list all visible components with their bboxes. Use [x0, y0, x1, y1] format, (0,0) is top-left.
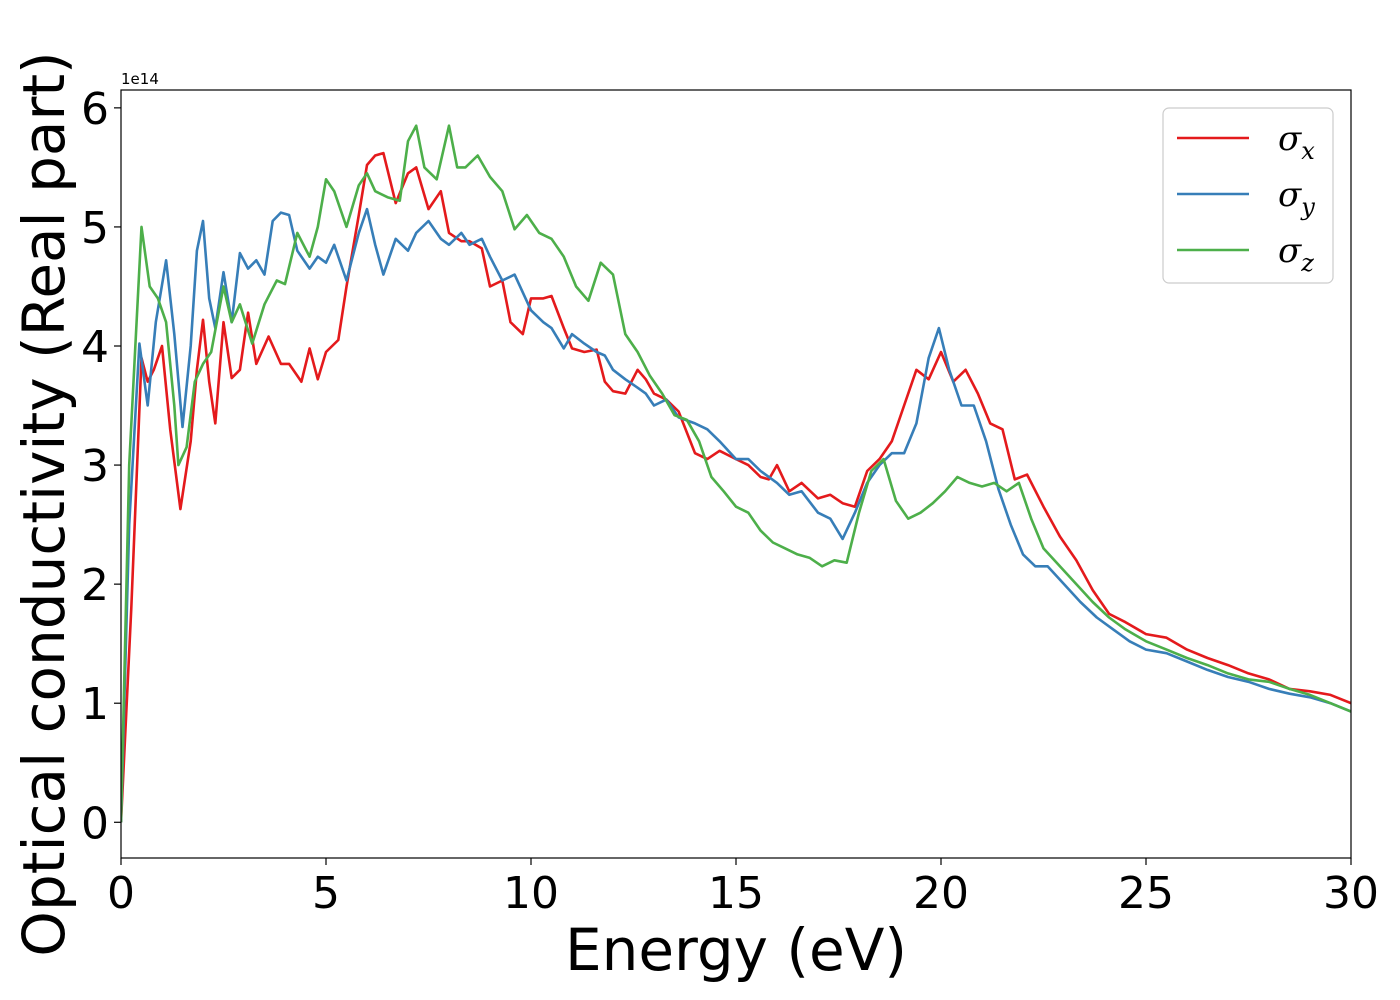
- x-tick-label: 30: [1323, 868, 1379, 919]
- x-tick-label: 0: [107, 868, 135, 919]
- y-tick-label: 5: [81, 203, 109, 254]
- series-line-z: [121, 124, 1351, 823]
- legend-label-z: σz: [1278, 231, 1314, 277]
- x-tick-label: 25: [1118, 868, 1174, 919]
- series-line-y: [121, 207, 1351, 823]
- y-tick-label: 6: [81, 84, 109, 135]
- x-tick-label: 20: [913, 868, 969, 919]
- y-tick-label: 4: [81, 322, 109, 373]
- x-axis-ticks: 0 5 10 15 20 25 30: [107, 858, 1379, 919]
- y-tick-label: 0: [81, 798, 109, 849]
- series-line-x: [121, 151, 1351, 823]
- y-tick-label: 2: [81, 560, 109, 611]
- y-offset-label: 1e14: [121, 70, 159, 88]
- legend: σx σy σz: [1162, 107, 1334, 284]
- y-tick-label: 1: [81, 679, 109, 730]
- y-axis-ticks: 0 1 2 3 4 5 6: [81, 84, 121, 849]
- y-axis-title: Optical conductivity (Real part): [10, 51, 78, 956]
- legend-label-y: σy: [1278, 175, 1315, 221]
- x-tick-label: 15: [708, 868, 764, 919]
- legend-box: [1162, 107, 1334, 284]
- y-tick-label: 3: [81, 441, 109, 492]
- series-layer: [121, 124, 1351, 823]
- x-axis-title: Energy (eV): [565, 916, 907, 984]
- x-tick-label: 5: [312, 868, 340, 919]
- legend-label-x: σx: [1278, 119, 1315, 165]
- x-tick-label: 10: [503, 868, 559, 919]
